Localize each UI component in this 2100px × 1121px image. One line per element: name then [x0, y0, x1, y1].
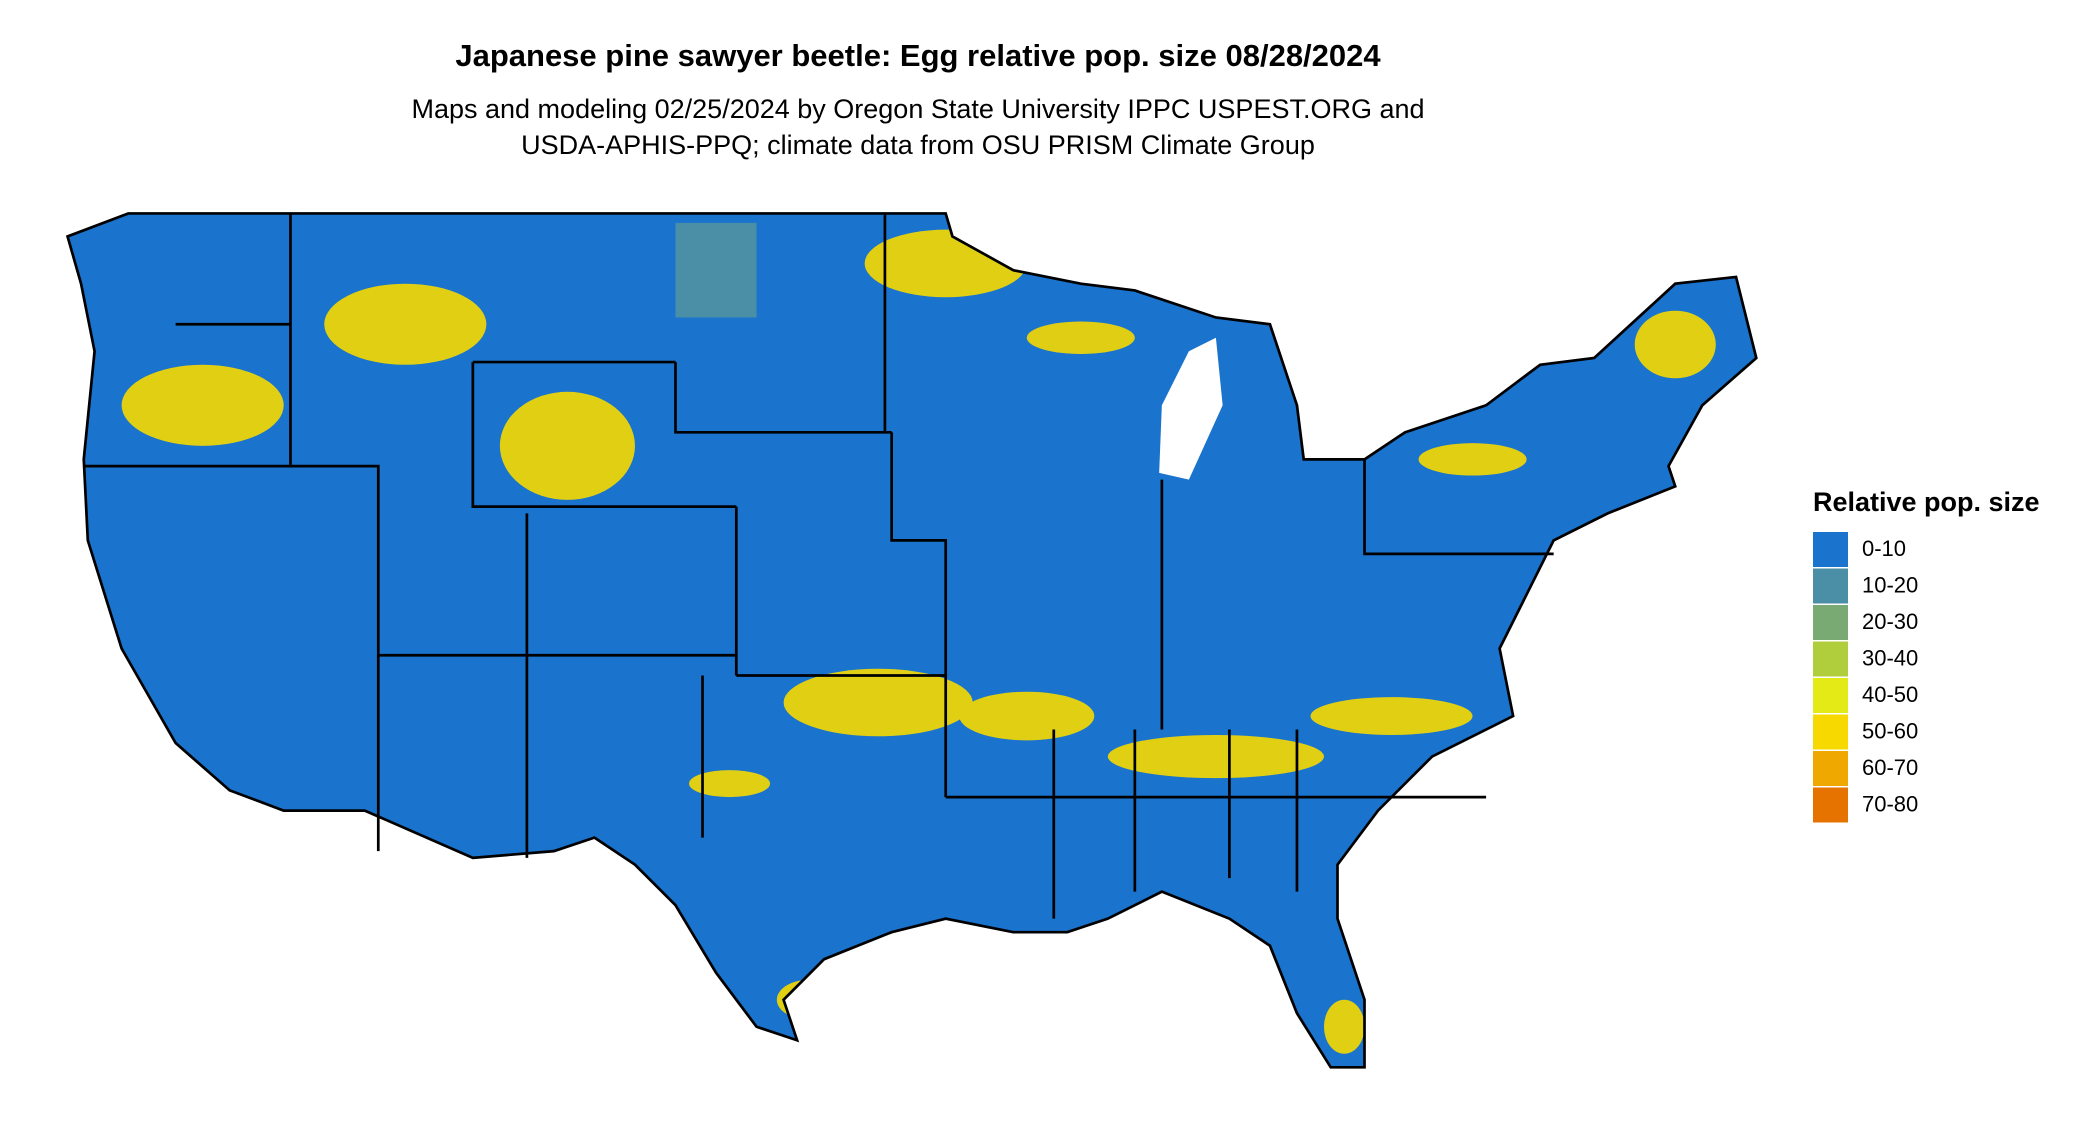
legend-swatch	[1813, 532, 1848, 567]
legend-swatch	[1813, 714, 1848, 750]
legend-label: 50-60	[1862, 718, 1918, 743]
legend-swatch	[1813, 605, 1848, 640]
legend-label: 40-50	[1862, 682, 1918, 707]
legend-swatch	[1813, 568, 1848, 604]
legend-swatch	[1813, 751, 1848, 786]
legend-title: Relative pop. size	[1813, 487, 2040, 517]
map-subtitle: USDA-APHIS-PPQ; climate data from OSU PR…	[521, 130, 1315, 160]
legend-swatch	[1813, 678, 1848, 713]
legend-label: 30-40	[1862, 645, 1918, 670]
legend-label: 70-80	[1862, 791, 1918, 816]
legend-label: 0-10	[1862, 536, 1906, 561]
legend-swatch	[1813, 641, 1848, 677]
us-map	[65, 212, 1758, 1069]
legend-label: 10-20	[1862, 572, 1918, 597]
legend-swatch	[1813, 787, 1848, 823]
legend-label: 20-30	[1862, 609, 1918, 634]
legend: 0-10 10-20 20-30 30-40 40-50 50-60 60-70 70-80	[1813, 532, 1918, 823]
legend-label: 60-70	[1862, 755, 1918, 780]
map-title: Japanese pine sawyer beetle: Egg relativ…	[455, 38, 1381, 73]
map-subtitle: Maps and modeling 02/25/2024 by Oregon S…	[411, 94, 1424, 124]
